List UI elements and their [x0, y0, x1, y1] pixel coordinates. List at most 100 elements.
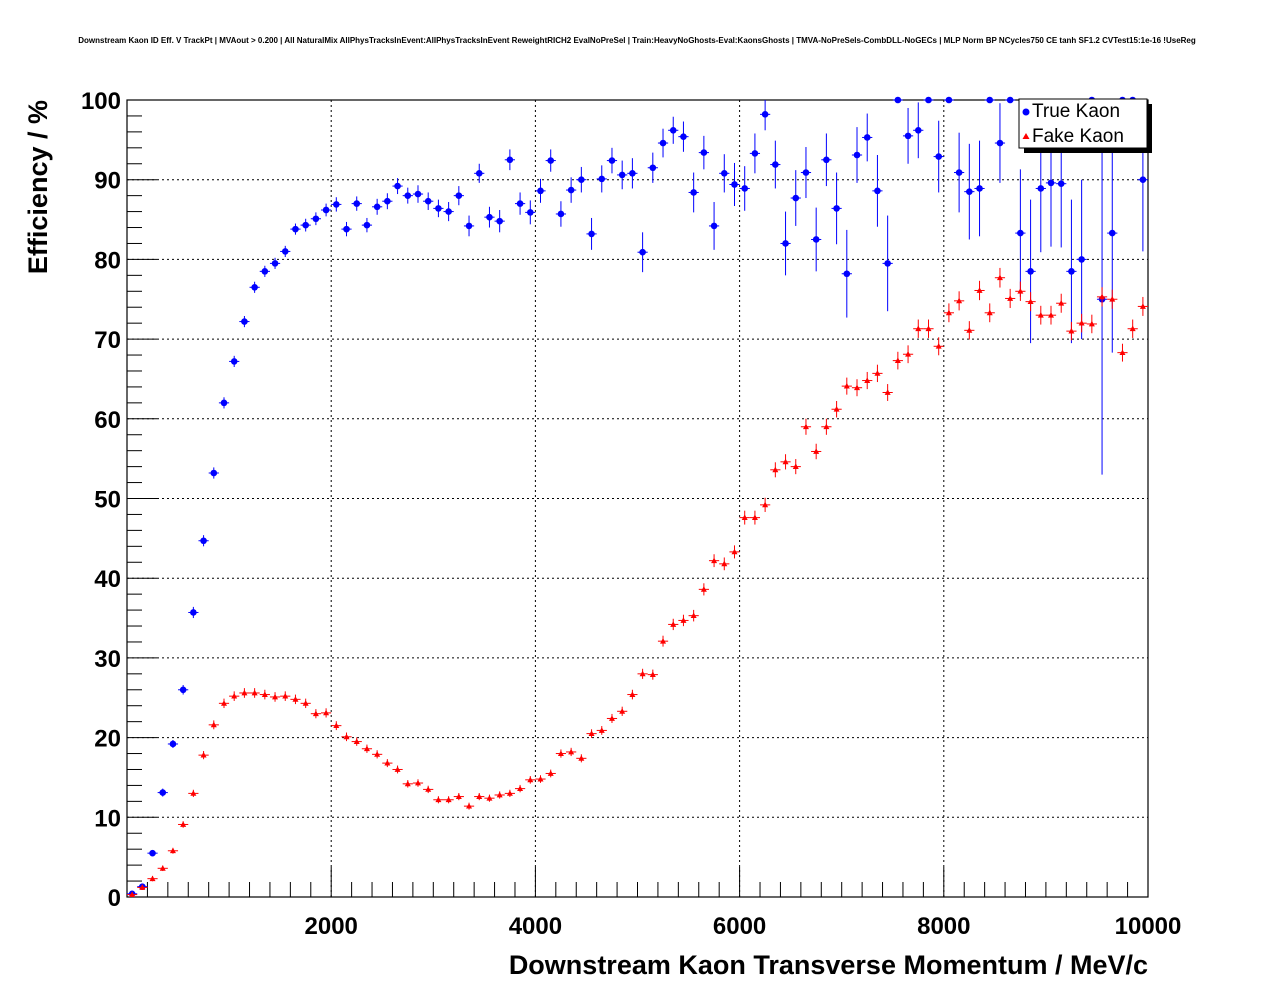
- data-point-fake-kaon: [854, 384, 861, 391]
- y-tick-label: 70: [94, 327, 121, 354]
- data-point-fake-kaon: [1078, 319, 1085, 326]
- data-point-fake-kaon: [557, 750, 564, 756]
- data-point-true-kaon: [506, 156, 514, 164]
- data-point-fake-kaon: [741, 514, 748, 521]
- data-point-fake-kaon: [864, 377, 871, 383]
- x-axis-title: Downstream Kaon Transverse Momentum / Me…: [509, 950, 1148, 980]
- data-point-fake-kaon: [435, 796, 442, 803]
- data-point-true-kaon: [823, 156, 830, 164]
- data-point-true-kaon: [384, 197, 391, 205]
- data-point-fake-kaon: [1099, 293, 1106, 300]
- data-point-true-kaon: [710, 222, 718, 230]
- chart-title: Downstream Kaon ID Eff. V TrackPt | MVAo…: [78, 36, 1196, 45]
- data-point-true-kaon: [159, 789, 167, 796]
- data-point-fake-kaon: [169, 847, 176, 854]
- legend-fake-kaon-label: Fake Kaon: [1032, 126, 1124, 147]
- data-point-true-kaon: [179, 686, 187, 694]
- data-point-fake-kaon: [414, 779, 421, 786]
- y-tick-label: 0: [108, 885, 121, 912]
- data-point-fake-kaon: [578, 755, 585, 761]
- data-point-true-kaon: [833, 205, 840, 212]
- x-tick-label: 4000: [509, 913, 562, 940]
- data-point-fake-kaon: [1119, 349, 1126, 356]
- data-point-fake-kaon: [772, 466, 779, 473]
- legend-fake-kaon-marker: [1022, 133, 1030, 139]
- data-point-true-kaon: [578, 176, 585, 183]
- data-point-fake-kaon: [180, 821, 187, 827]
- data-point-fake-kaon: [486, 794, 493, 801]
- data-point-true-kaon: [445, 208, 452, 215]
- data-point-fake-kaon: [905, 351, 912, 357]
- data-point-true-kaon: [976, 185, 983, 192]
- data-point-true-kaon: [373, 203, 381, 211]
- data-point-true-kaon: [363, 221, 371, 229]
- data-point-fake-kaon: [660, 637, 667, 644]
- data-point-true-kaon: [986, 96, 994, 104]
- data-point-fake-kaon: [1058, 300, 1065, 306]
- data-point-true-kaon: [1068, 268, 1075, 275]
- data-point-true-kaon: [424, 197, 432, 205]
- data-point-fake-kaon: [496, 791, 503, 798]
- data-point-true-kaon: [996, 139, 1004, 147]
- data-point-fake-kaon: [200, 751, 207, 758]
- data-point-true-kaon: [486, 213, 493, 221]
- y-axis-title: Efficiency / %: [23, 100, 53, 274]
- data-point-fake-kaon: [762, 501, 769, 508]
- data-point-true-kaon: [496, 217, 503, 225]
- data-point-fake-kaon: [404, 780, 411, 787]
- data-point-true-kaon: [210, 469, 218, 477]
- data-point-fake-kaon: [282, 692, 289, 699]
- data-point-true-kaon: [894, 96, 902, 104]
- data-point-true-kaon: [537, 187, 544, 195]
- legend-true-kaon-label: True Kaon: [1032, 101, 1120, 122]
- data-point-fake-kaon: [1027, 298, 1034, 305]
- data-point-fake-kaon: [333, 722, 340, 729]
- data-point-fake-kaon: [476, 793, 483, 799]
- data-point-fake-kaon: [312, 710, 319, 717]
- data-point-fake-kaon: [1139, 303, 1146, 309]
- data-point-true-kaon: [547, 157, 555, 164]
- data-point-fake-kaon: [353, 738, 360, 744]
- data-point-true-kaon: [761, 111, 769, 118]
- data-point-true-kaon: [1037, 185, 1045, 192]
- data-point-true-kaon: [741, 185, 749, 192]
- data-point-fake-kaon: [129, 891, 136, 898]
- data-point-fake-kaon: [751, 514, 758, 521]
- series-fake-kaon: [127, 267, 1148, 898]
- x-tick-label: 10000: [1115, 913, 1182, 940]
- data-point-true-kaon: [1078, 256, 1085, 263]
- data-point-fake-kaon: [231, 692, 238, 699]
- data-point-fake-kaon: [1068, 327, 1075, 334]
- data-point-fake-kaon: [568, 748, 575, 755]
- data-point-true-kaon: [526, 209, 534, 216]
- data-point-true-kaon: [169, 740, 177, 748]
- data-point-true-kaon: [1027, 268, 1034, 275]
- data-point-fake-kaon: [374, 751, 381, 757]
- data-point-fake-kaon: [1109, 296, 1116, 302]
- data-point-fake-kaon: [731, 548, 738, 555]
- data-point-true-kaon: [220, 399, 228, 407]
- data-point-fake-kaon: [649, 671, 656, 678]
- data-point-true-kaon: [353, 200, 361, 207]
- data-point-fake-kaon: [843, 382, 850, 389]
- data-point-fake-kaon: [721, 560, 728, 567]
- data-point-true-kaon: [1047, 179, 1055, 187]
- legend-box: [1018, 98, 1148, 149]
- data-point-true-kaon: [802, 169, 810, 176]
- data-point-fake-kaon: [261, 691, 268, 697]
- data-point-true-kaon: [690, 189, 697, 196]
- data-point-true-kaon: [843, 270, 851, 278]
- data-point-true-kaon: [720, 170, 728, 177]
- data-point-true-kaon: [874, 187, 881, 195]
- data-point-true-kaon: [1057, 180, 1065, 187]
- data-point-fake-kaon: [986, 309, 993, 316]
- data-point-fake-kaon: [1017, 288, 1024, 294]
- data-point-true-kaon: [884, 260, 891, 267]
- data-point-fake-kaon: [802, 423, 809, 430]
- x-tick-label: 2000: [305, 913, 358, 940]
- data-point-true-kaon: [516, 200, 524, 207]
- data-point-true-kaon: [914, 126, 922, 134]
- legend: True Kaon Fake Kaon: [1018, 98, 1152, 153]
- y-tick-label: 100: [81, 88, 121, 115]
- data-point-fake-kaon: [139, 884, 146, 890]
